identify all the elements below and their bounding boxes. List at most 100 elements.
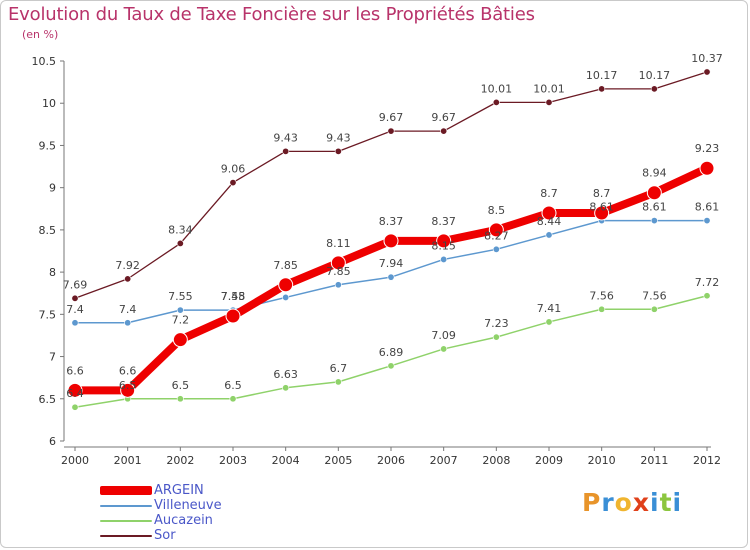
legend-item-sor: Sor bbox=[100, 528, 222, 543]
data-point-argein bbox=[699, 160, 715, 176]
data-point-villeneuve bbox=[387, 273, 395, 281]
data-label-sor: 10.17 bbox=[586, 69, 618, 82]
data-point-aucazein bbox=[176, 395, 184, 403]
data-label-aucazein: 6.89 bbox=[379, 346, 404, 359]
chart-title: Evolution du Taux de Taxe Foncière sur l… bbox=[8, 4, 535, 25]
data-label-argein: 8.7 bbox=[540, 187, 558, 200]
data-label-villeneuve: 8.61 bbox=[642, 201, 667, 214]
data-label-argein: 6.6 bbox=[119, 364, 137, 377]
data-point-sor bbox=[545, 98, 553, 106]
data-label-aucazein: 7.56 bbox=[589, 289, 614, 302]
x-tick-label: 2005 bbox=[324, 454, 352, 467]
data-point-argein bbox=[172, 332, 188, 348]
x-tick-label: 2001 bbox=[114, 454, 142, 467]
data-label-aucazein: 6.7 bbox=[330, 362, 348, 375]
legend-swatch-aucazein bbox=[100, 519, 152, 522]
data-label-aucazein: 6.5 bbox=[224, 379, 242, 392]
data-point-villeneuve bbox=[440, 255, 448, 263]
data-label-argein: 7.85 bbox=[273, 259, 298, 272]
data-label-argein: 8.37 bbox=[431, 215, 456, 228]
data-point-villeneuve bbox=[282, 293, 290, 301]
data-label-villeneuve: 8.27 bbox=[484, 229, 509, 242]
data-label-sor: 7.69 bbox=[63, 278, 88, 291]
data-label-aucazein: 6.63 bbox=[273, 368, 298, 381]
legend-item-villeneuve: Villeneuve bbox=[100, 498, 222, 513]
logo-letter: i bbox=[650, 488, 660, 517]
data-point-villeneuve bbox=[124, 319, 132, 327]
data-point-argein bbox=[541, 205, 557, 221]
y-tick-label: 6 bbox=[49, 435, 56, 448]
y-tick-label: 8 bbox=[49, 266, 56, 279]
data-label-aucazein: 7.56 bbox=[642, 289, 667, 302]
data-point-argein bbox=[225, 308, 241, 324]
logo-letter: o bbox=[614, 488, 633, 517]
x-tick-label: 2002 bbox=[166, 454, 194, 467]
data-point-argein bbox=[383, 233, 399, 249]
data-label-sor: 10.37 bbox=[691, 52, 723, 65]
data-label-aucazein: 6.5 bbox=[172, 379, 190, 392]
data-point-argein bbox=[330, 255, 346, 271]
legend-label-sor: Sor bbox=[154, 528, 176, 543]
data-point-argein bbox=[120, 382, 136, 398]
data-label-aucazein: 7.09 bbox=[431, 329, 456, 342]
y-tick-label: 8.5 bbox=[39, 224, 57, 237]
x-tick-label: 2004 bbox=[272, 454, 300, 467]
data-point-sor bbox=[229, 179, 237, 187]
data-point-sor bbox=[598, 85, 606, 93]
data-label-villeneuve: 8.61 bbox=[589, 201, 614, 214]
legend-item-aucazein: Aucazein bbox=[100, 513, 222, 528]
y-tick-label: 7 bbox=[49, 351, 56, 364]
data-point-aucazein bbox=[703, 292, 711, 300]
data-point-argein bbox=[278, 277, 294, 293]
data-point-aucazein bbox=[282, 384, 290, 392]
logo-letter: t bbox=[659, 488, 673, 517]
data-label-aucazein: 6.5 bbox=[119, 379, 137, 392]
data-label-sor: 9.67 bbox=[379, 111, 404, 124]
data-label-argein: 8.5 bbox=[488, 204, 506, 217]
data-point-villeneuve bbox=[334, 281, 342, 289]
data-label-villeneuve: 7.94 bbox=[379, 257, 404, 270]
data-label-argein: 7.48 bbox=[221, 290, 246, 303]
data-point-sor bbox=[334, 147, 342, 155]
x-tick-label: 2000 bbox=[61, 454, 89, 467]
data-point-aucazein bbox=[545, 318, 553, 326]
data-label-sor: 9.43 bbox=[326, 131, 351, 144]
legend-label-aucazein: Aucazein bbox=[154, 513, 213, 528]
chart-unit-label: (en %) bbox=[22, 28, 59, 41]
legend-label-villeneuve: Villeneuve bbox=[154, 498, 222, 513]
data-label-aucazein: 6.4 bbox=[66, 387, 84, 400]
data-point-aucazein bbox=[598, 305, 606, 313]
logo-letter: x bbox=[632, 488, 650, 517]
data-point-aucazein bbox=[334, 378, 342, 386]
data-point-villeneuve bbox=[545, 231, 553, 239]
data-point-aucazein bbox=[229, 395, 237, 403]
data-label-argein: 7.2 bbox=[172, 314, 190, 327]
data-point-sor bbox=[71, 294, 79, 302]
x-tick-label: 2003 bbox=[219, 454, 247, 467]
chart-legend: ARGEIN Villeneuve Aucazein Sor bbox=[100, 483, 222, 543]
x-tick-label: 2007 bbox=[430, 454, 458, 467]
data-label-aucazein: 7.41 bbox=[537, 302, 562, 315]
y-tick-label: 10.5 bbox=[32, 55, 57, 68]
data-label-villeneuve: 7.4 bbox=[119, 303, 137, 316]
data-label-argein: 6.6 bbox=[66, 364, 84, 377]
data-point-sor bbox=[650, 85, 658, 93]
data-point-sor bbox=[124, 275, 132, 283]
data-label-sor: 8.34 bbox=[168, 223, 193, 236]
x-tick-label: 2006 bbox=[377, 454, 405, 467]
data-point-villeneuve bbox=[650, 217, 658, 225]
logo-letter: r bbox=[601, 488, 615, 517]
data-label-villeneuve: 7.85 bbox=[326, 265, 351, 278]
data-label-sor: 10.01 bbox=[481, 82, 513, 95]
data-label-aucazein: 7.23 bbox=[484, 317, 509, 330]
x-tick-label: 2008 bbox=[482, 454, 510, 467]
data-label-villeneuve: 7.55 bbox=[221, 290, 246, 303]
legend-swatch-argein bbox=[100, 486, 152, 495]
data-point-villeneuve bbox=[71, 319, 79, 327]
data-label-villeneuve: 8.15 bbox=[431, 239, 456, 252]
data-point-aucazein bbox=[440, 345, 448, 353]
data-label-villeneuve: 7.55 bbox=[168, 290, 193, 303]
data-label-argein: 8.11 bbox=[326, 237, 351, 250]
data-point-sor bbox=[176, 239, 184, 247]
